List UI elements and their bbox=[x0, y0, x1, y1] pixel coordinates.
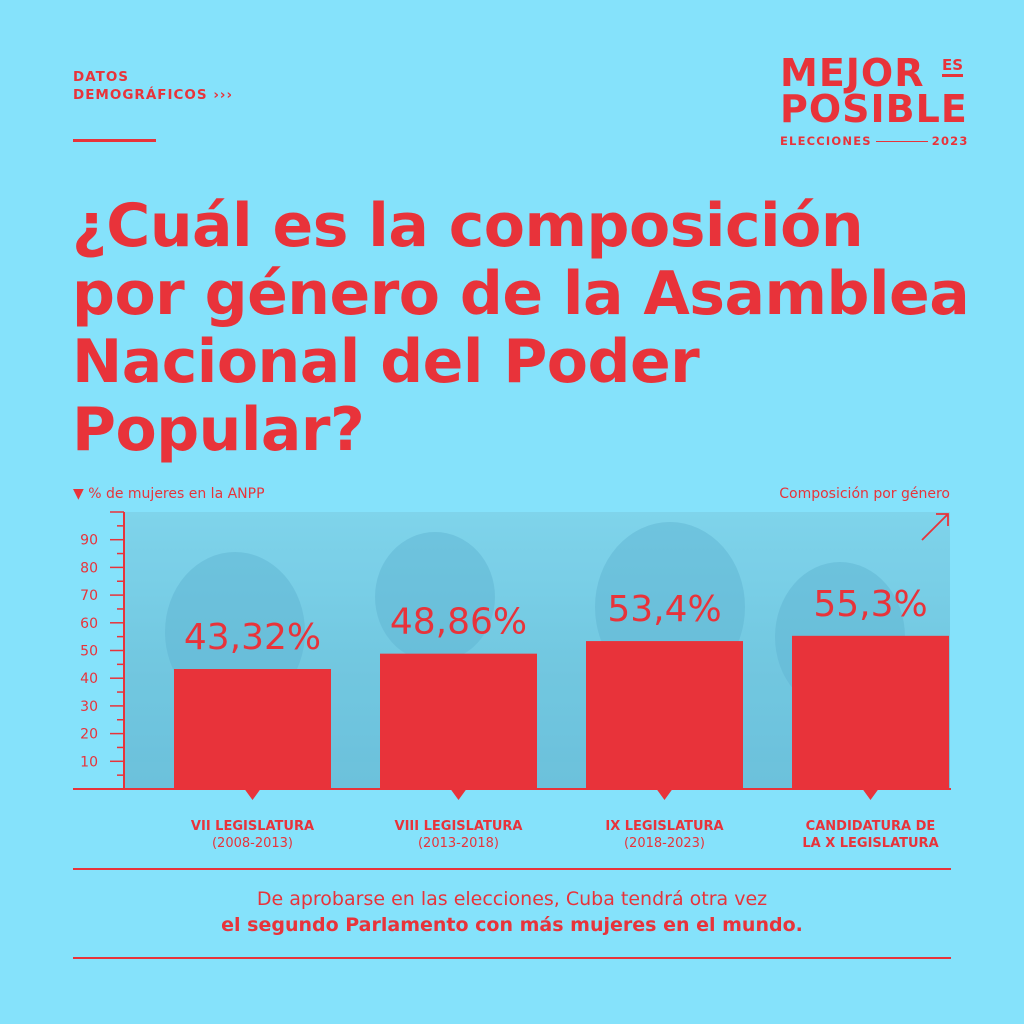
campaign-logo: MEJOR ES POSIBLE ELECCIONES 2023 bbox=[780, 54, 970, 149]
bar-pointer bbox=[862, 789, 879, 800]
y-tick-label: 20 bbox=[80, 727, 98, 743]
category-label-sub: (2008-2013) bbox=[212, 836, 293, 851]
data-label: 43,32% bbox=[184, 617, 321, 658]
category-label: CANDIDATURA DE bbox=[806, 819, 936, 834]
footer-divider-top bbox=[73, 868, 951, 870]
data-label: 48,86% bbox=[390, 602, 527, 643]
data-label: 53,4% bbox=[607, 589, 721, 630]
y-tick-label: 10 bbox=[80, 754, 98, 770]
bar bbox=[380, 653, 537, 789]
bar-pointer bbox=[244, 789, 261, 800]
y-tick-label: 90 bbox=[80, 533, 98, 549]
y-tick-label: 50 bbox=[80, 644, 98, 660]
page-title: ¿Cuál es la composición por género de la… bbox=[72, 191, 970, 465]
footer-divider-bottom bbox=[73, 957, 951, 959]
photo-shape bbox=[375, 532, 495, 662]
bar bbox=[586, 641, 743, 789]
logo-footer-dash bbox=[875, 141, 928, 142]
footer-line-2: el segundo Parlamento con más mujeres en… bbox=[221, 914, 803, 936]
y-tick-label: 60 bbox=[80, 616, 98, 632]
logo-line-1: MEJOR bbox=[780, 51, 925, 95]
bar-pointer bbox=[450, 789, 467, 800]
kicker-line-2: DEMOGRÁFICOS ››› bbox=[73, 87, 234, 103]
section-kicker: DATOS DEMOGRÁFICOS ››› bbox=[73, 68, 233, 104]
kicker-line-1: DATOS bbox=[73, 69, 130, 85]
logo-footer: ELECCIONES 2023 bbox=[780, 134, 969, 148]
kicker-divider bbox=[73, 139, 156, 142]
bar bbox=[174, 669, 331, 789]
bar-pointer bbox=[656, 789, 673, 800]
logo-footer-right: 2023 bbox=[931, 134, 969, 148]
category-label-sub: (2018-2023) bbox=[624, 836, 705, 851]
data-label: 55,3% bbox=[813, 584, 927, 625]
category-label: VII LEGISLATURA bbox=[191, 819, 314, 834]
category-label-sub: LA X LEGISLATURA bbox=[802, 836, 938, 851]
logo-footer-left: ELECCIONES bbox=[780, 134, 872, 148]
chart-subtitle-left: ▼ % de mujeres en la ANPP bbox=[73, 486, 265, 502]
bar bbox=[792, 635, 949, 789]
y-tick-label: 80 bbox=[80, 560, 98, 576]
y-tick-label: 30 bbox=[80, 699, 98, 715]
y-tick-label: 40 bbox=[80, 671, 98, 687]
category-label: VIII LEGISLATURA bbox=[395, 819, 523, 834]
category-label-sub: (2013-2018) bbox=[418, 836, 499, 851]
chart-subtitle-right: Composición por género bbox=[779, 486, 950, 502]
logo-line-2: POSIBLE bbox=[780, 87, 968, 131]
arrow-up-right-icon bbox=[921, 513, 949, 541]
logo-es: ES bbox=[942, 58, 964, 77]
footer-line-1: De aprobarse en las elecciones, Cuba ten… bbox=[256, 888, 768, 910]
y-tick-label: 70 bbox=[80, 588, 98, 604]
category-label: IX LEGISLATURA bbox=[605, 819, 723, 834]
